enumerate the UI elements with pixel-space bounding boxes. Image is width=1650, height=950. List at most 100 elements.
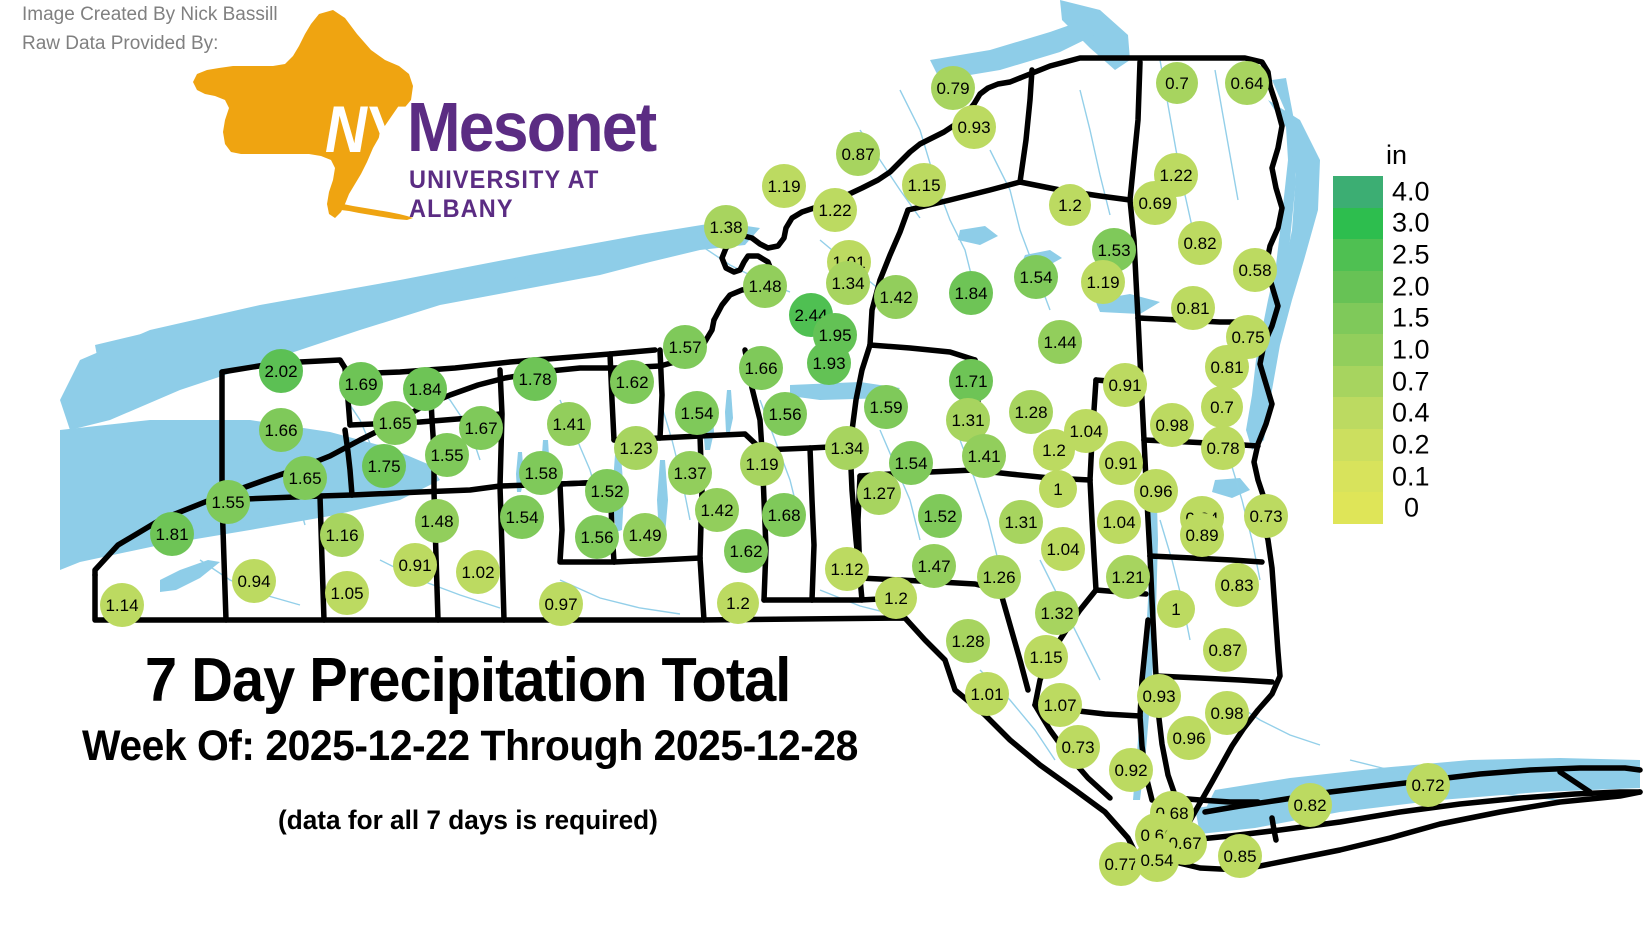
station-value-label: 1.65: [378, 413, 412, 433]
station-value-label: 1.66: [264, 420, 298, 440]
station-marker: 1.21: [1106, 555, 1150, 599]
station-value-label: 2.02: [264, 361, 298, 381]
station-value-label: 0.75: [1231, 327, 1265, 347]
station-marker: 1.05: [325, 571, 369, 615]
legend-tick-label: 4.0: [1392, 176, 1430, 207]
station-value-label: 0.77: [1104, 854, 1138, 874]
station-marker: 1.68: [762, 493, 806, 537]
station-marker: 1.28: [1009, 390, 1053, 434]
station-value-label: 0.98: [1210, 703, 1244, 723]
station-value-label: 0.69: [1138, 193, 1172, 213]
station-marker: 1.44: [1038, 320, 1082, 364]
station-value-label: 0.64: [1230, 73, 1264, 93]
station-marker: 0.96: [1167, 716, 1211, 760]
legend-colorbar: [1333, 176, 1383, 524]
station-marker: 0.98: [1150, 403, 1194, 447]
station-marker: 1.48: [415, 499, 459, 543]
station-marker: 1.84: [403, 367, 447, 411]
station-marker: 0.54: [1135, 838, 1179, 882]
legend-tick-label: 0: [1404, 492, 1420, 523]
station-value-label: 1.62: [729, 541, 763, 561]
station-value-label: 0.67: [1168, 833, 1202, 853]
station-marker: 0.96: [1134, 469, 1178, 513]
station-marker: 1: [1039, 470, 1077, 508]
station-value-label: 1.93: [812, 353, 846, 373]
station-value-label: 0.93: [957, 117, 991, 137]
station-marker: 0.7: [1201, 386, 1243, 428]
legend-tick-label: 3.0: [1392, 207, 1430, 238]
station-value-label: 0.96: [1172, 728, 1206, 748]
station-marker: 1.19: [740, 442, 784, 486]
station-marker: 1.56: [763, 392, 807, 436]
station-value-label: 0.91: [1104, 453, 1138, 473]
station-marker: 1.78: [513, 357, 557, 401]
station-value-label: 1.95: [818, 325, 852, 345]
station-value-label: 1.67: [464, 418, 498, 438]
station-marker: 1.62: [610, 360, 654, 404]
station-value-label: 1.56: [580, 527, 614, 547]
station-marker: 0.69: [1133, 181, 1177, 225]
station-value-label: 1.54: [505, 507, 539, 527]
station-value-label: 1.58: [524, 463, 558, 483]
station-marker: 1.55: [425, 433, 469, 477]
station-marker: 1.02: [456, 550, 500, 594]
station-marker: 0.89: [1180, 513, 1224, 557]
station-value-label: 1.75: [367, 456, 401, 476]
page-title: 7 Day Precipitation Total: [145, 646, 791, 715]
station-value-label: 1.2: [1042, 440, 1066, 460]
station-marker: 0.81: [1205, 345, 1249, 389]
station-value-label: 1.23: [619, 438, 653, 458]
station-value-label: 0.58: [1238, 260, 1272, 280]
station-value-label: 1.54: [680, 403, 714, 423]
station-value-label: 1.16: [325, 525, 359, 545]
station-value-label: 0.92: [1114, 760, 1148, 780]
station-marker: 1.22: [813, 188, 857, 232]
station-value-label: 1.27: [862, 483, 896, 503]
legend-tick-label: 2.0: [1392, 271, 1430, 302]
station-value-label: 1.69: [344, 374, 378, 394]
station-marker: 1.41: [962, 434, 1006, 478]
station-value-label: 1.32: [1040, 603, 1074, 623]
station-value-label: 1.12: [830, 559, 864, 579]
station-marker: 1.37: [668, 451, 712, 495]
station-marker: 0.73: [1056, 725, 1100, 769]
station-value-label: 1.38: [709, 217, 743, 237]
station-value-label: 1.2: [726, 593, 750, 613]
station-value-label: 0.97: [544, 594, 578, 614]
station-value-label: 1.59: [869, 397, 903, 417]
station-value-label: 1.52: [590, 481, 624, 501]
station-marker: 1: [1157, 590, 1195, 628]
station-marker: 0.7: [1156, 62, 1198, 104]
station-marker: 1.38: [704, 205, 748, 249]
station-value-label: 1.48: [420, 511, 454, 531]
station-value-label: 1.04: [1046, 539, 1080, 559]
legend-tick-label: 1.0: [1392, 334, 1430, 365]
station-value-label: 1.56: [768, 404, 802, 424]
station-marker: 1.14: [100, 583, 144, 627]
station-value-label: 1.34: [830, 438, 864, 458]
station-marker: 0.91: [1099, 441, 1143, 485]
legend-color-segment: [1333, 365, 1383, 398]
credit-line-data-source: Raw Data Provided By:: [22, 33, 219, 54]
station-value-label: 1.41: [967, 446, 1001, 466]
station-marker: 0.91: [1103, 363, 1147, 407]
legend-tick-label: 0.2: [1392, 429, 1430, 460]
station-value-label: 1.54: [1019, 267, 1053, 287]
station-value-label: 1: [1053, 479, 1063, 499]
station-marker: 1.57: [663, 325, 707, 369]
station-marker: 0.78: [1201, 426, 1245, 470]
legend-color-segment: [1333, 239, 1383, 271]
station-marker: 0.93: [952, 105, 996, 149]
station-value-label: 0.82: [1183, 233, 1217, 253]
station-marker: 1.62: [724, 529, 768, 573]
station-value-label: 1.37: [673, 463, 707, 483]
station-value-label: 1: [1171, 599, 1181, 619]
station-marker: 1.81: [150, 512, 194, 556]
station-value-label: 1.05: [330, 583, 364, 603]
station-marker: 1.12: [825, 547, 869, 591]
station-marker: 1.34: [825, 426, 869, 470]
station-marker: 1.59: [864, 385, 908, 429]
station-value-label: 1.31: [1004, 512, 1038, 532]
station-marker: 1.2: [1033, 429, 1075, 471]
station-marker: 1.93: [807, 341, 851, 385]
